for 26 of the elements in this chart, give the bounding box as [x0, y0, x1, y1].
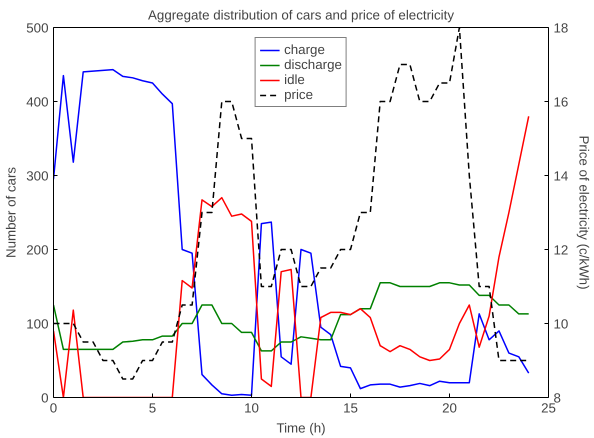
y2-tick-label: 18 — [554, 20, 568, 36]
legend-label: charge — [284, 42, 325, 57]
y2-tick-label: 12 — [554, 242, 568, 258]
y2-tick-label: 16 — [554, 94, 568, 110]
legend-label: price — [284, 87, 313, 102]
y-axis-title: Number of cars — [3, 166, 18, 258]
y-tick-label: 500 — [26, 20, 49, 36]
y-tick-label: 300 — [26, 168, 49, 184]
y2-axis-title: Price of electricity (c/kWh) — [576, 135, 592, 290]
chart-title: Aggregate distribution of cars and price of electricity — [148, 8, 454, 22]
y2-tick-label: 10 — [554, 316, 568, 332]
y-tick-label: 100 — [26, 316, 49, 332]
line-series — [54, 282, 530, 352]
legend-label: idle — [284, 72, 305, 87]
y2-tick-label: 14 — [554, 168, 569, 184]
legend-label: discharge — [284, 57, 342, 72]
x-tick-label: 25 — [541, 400, 556, 416]
y-tick-label: 0 — [41, 390, 49, 406]
x-tick-label: 5 — [148, 400, 156, 416]
x-tick-label: 10 — [244, 400, 259, 416]
y2-tick-label: 8 — [554, 390, 561, 406]
x-tick-label: 20 — [442, 400, 457, 416]
x-axis-title: Time (h) — [276, 420, 326, 436]
y-tick-label: 400 — [26, 94, 49, 110]
y-tick-label: 200 — [26, 242, 49, 258]
x-tick-label: 15 — [343, 400, 358, 416]
